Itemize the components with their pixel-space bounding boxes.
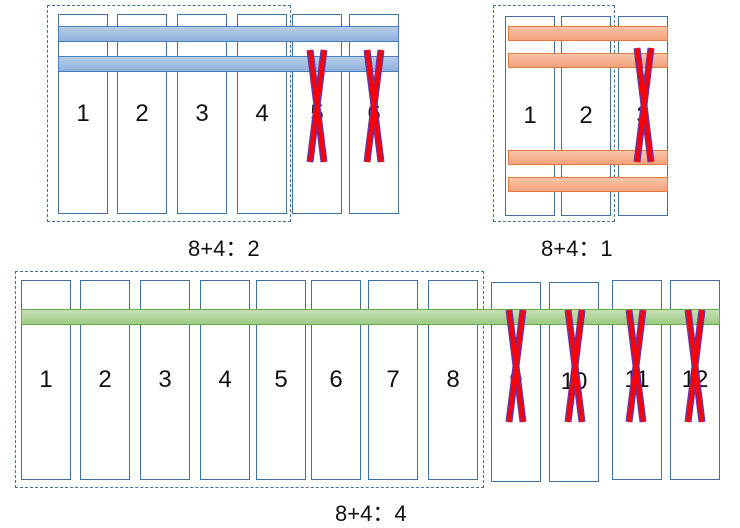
- column-label: 5: [274, 366, 288, 393]
- column-label: 1: [523, 102, 537, 129]
- column-label: 3: [158, 366, 172, 393]
- stripe-bar: [508, 26, 668, 41]
- group-outline: [15, 271, 484, 488]
- column-label: 7: [386, 366, 400, 393]
- column-label: 4: [255, 100, 269, 127]
- column-label: 4: [218, 366, 232, 393]
- column-label: 6: [329, 366, 343, 393]
- cross-mark-icon: [625, 309, 647, 423]
- cross-mark-icon: [363, 49, 385, 163]
- column-label: 2: [579, 102, 593, 129]
- stripe-bar: [58, 26, 399, 42]
- cross-mark-icon: [564, 309, 586, 423]
- column-label: 1: [76, 100, 90, 127]
- group-outline: [47, 5, 291, 222]
- stripe-bar: [508, 177, 668, 192]
- cross-mark-icon: [505, 309, 527, 423]
- column-1: 1: [58, 14, 108, 214]
- column-label: 2: [98, 366, 112, 393]
- cross-mark-icon: [306, 49, 328, 163]
- diagram-caption: 8+4：4: [335, 501, 407, 526]
- stripe-bar: [58, 56, 399, 72]
- column-3: 3: [177, 14, 227, 214]
- stripe-bar: [508, 53, 668, 68]
- column-4: 4: [237, 14, 287, 214]
- group-outline: [493, 5, 615, 222]
- diagram-caption: 8+4：2: [188, 236, 260, 261]
- column-label: 8: [446, 366, 460, 393]
- diagram-caption: 8+4：1: [541, 236, 613, 261]
- stripe-bar: [21, 309, 720, 325]
- stripe-bar: [508, 150, 668, 165]
- column-label: 1: [39, 366, 53, 393]
- column-label: 2: [135, 100, 149, 127]
- column-label: 3: [195, 100, 209, 127]
- cross-mark-icon: [684, 309, 706, 423]
- cross-mark-icon: [633, 47, 655, 163]
- column-2: 2: [117, 14, 167, 214]
